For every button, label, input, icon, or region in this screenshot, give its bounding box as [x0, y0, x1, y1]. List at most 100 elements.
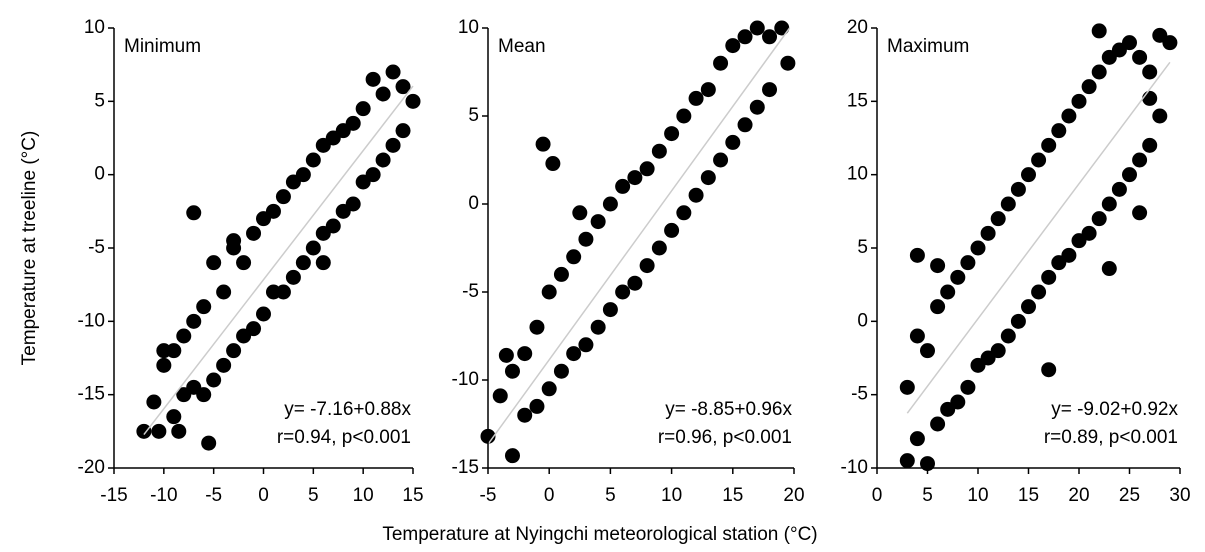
- annotation: y= -7.16+0.88x: [284, 399, 411, 420]
- scatter-point: [700, 170, 716, 186]
- scatter-point: [553, 266, 569, 282]
- y-tick-label: 5: [468, 105, 479, 126]
- scatter-point: [700, 82, 716, 98]
- scatter-point: [345, 115, 361, 131]
- y-tick-label: -5: [462, 281, 479, 302]
- y-tick-label: -20: [78, 457, 105, 478]
- scatter-point: [627, 170, 643, 186]
- scatter-point: [960, 255, 976, 271]
- scatter-point: [136, 423, 152, 439]
- scatter-point: [780, 55, 796, 71]
- scatter-point: [498, 347, 514, 363]
- scatter-point: [602, 302, 618, 318]
- scatter-point: [1041, 269, 1057, 285]
- scatter-point: [1010, 181, 1026, 197]
- scatter-point: [930, 258, 946, 274]
- scatter-point: [395, 123, 411, 139]
- scatter-point: [553, 363, 569, 379]
- scatter-point: [602, 196, 618, 212]
- scatter-point: [504, 363, 520, 379]
- x-tick-label: 10: [353, 485, 374, 506]
- scatter-point: [151, 423, 167, 439]
- scatter-point: [899, 453, 915, 469]
- scatter-point: [365, 71, 381, 87]
- x-tick-label: 20: [783, 485, 804, 506]
- scatter-point: [206, 255, 222, 271]
- scatter-point: [1152, 108, 1168, 124]
- scatter-point: [305, 240, 321, 256]
- scatter-point: [166, 409, 182, 425]
- scatter-point: [713, 152, 729, 168]
- scatter-point: [206, 372, 222, 388]
- scatter-point: [1051, 123, 1067, 139]
- scatter-point: [325, 218, 341, 234]
- scatter-point: [1142, 64, 1158, 80]
- annotation: y= -9.02+0.92x: [1051, 399, 1178, 420]
- regression-line: [487, 27, 791, 445]
- scatter-point: [1031, 152, 1047, 168]
- scatter-point: [688, 90, 704, 106]
- annotation: r=0.89, p<0.001: [1044, 427, 1178, 448]
- scatter-point: [1031, 284, 1047, 300]
- annotation: r=0.94, p<0.001: [277, 427, 411, 448]
- x-tick-label: 5: [605, 485, 616, 506]
- scatter-point: [762, 29, 778, 45]
- scatter-point: [590, 214, 606, 230]
- scatter-point: [664, 126, 680, 142]
- scatter-point: [1132, 152, 1148, 168]
- y-tick-label: 10: [458, 17, 479, 38]
- x-tick-label: -5: [205, 485, 222, 506]
- scatter-point: [566, 249, 582, 265]
- scatter-point: [639, 161, 655, 177]
- scatter-point: [345, 196, 361, 212]
- scatter-point: [176, 328, 192, 344]
- scatter-point: [395, 79, 411, 95]
- scatter-point: [1061, 247, 1077, 263]
- scatter-point: [315, 255, 331, 271]
- scatter-point: [909, 431, 925, 447]
- scatter-point: [275, 284, 291, 300]
- scatter-point: [385, 137, 401, 153]
- x-tick-label: 10: [967, 485, 988, 506]
- scatter-point: [651, 240, 667, 256]
- scatter-point: [920, 343, 935, 359]
- scatter-point: [405, 93, 421, 109]
- scatter-point: [676, 205, 692, 221]
- scatter-point: [737, 29, 753, 45]
- scatter-point: [545, 156, 561, 172]
- y-tick-label: 0: [468, 193, 479, 214]
- scatter-point: [1142, 90, 1158, 106]
- scatter-point: [1101, 196, 1117, 212]
- scatter-point: [1071, 93, 1087, 109]
- scatter-point: [651, 143, 667, 159]
- scatter-point: [639, 258, 655, 274]
- y-tick-label: 0: [94, 164, 105, 185]
- scatter-point: [664, 222, 680, 238]
- x-tick-label: -15: [100, 485, 127, 506]
- scatter-point: [541, 284, 557, 300]
- scatter-point: [216, 284, 232, 300]
- scatter-point: [355, 101, 371, 117]
- scatter-point: [688, 187, 704, 203]
- annotation: r=0.96, p<0.001: [658, 427, 792, 448]
- scatter-point: [295, 167, 311, 183]
- scatter-point: [1162, 35, 1178, 51]
- scatter-point: [196, 387, 212, 403]
- scatter-point: [1132, 205, 1148, 221]
- scatter-point: [365, 167, 381, 183]
- scatter-point: [960, 379, 976, 395]
- scatter-point: [305, 152, 321, 168]
- y-tick-label: 20: [847, 17, 868, 38]
- scatter-point: [1132, 49, 1148, 65]
- scatter-point: [156, 357, 172, 373]
- scatter-point: [1142, 137, 1158, 153]
- scatter-point: [930, 416, 946, 432]
- scatter-point: [256, 306, 271, 322]
- scatter-point: [590, 319, 606, 335]
- annotation: y= -8.85+0.96x: [665, 399, 792, 420]
- scatter-point: [1101, 261, 1117, 277]
- x-tick-label: 15: [402, 485, 423, 506]
- scatter-point: [246, 321, 262, 337]
- scatter-point: [275, 189, 291, 205]
